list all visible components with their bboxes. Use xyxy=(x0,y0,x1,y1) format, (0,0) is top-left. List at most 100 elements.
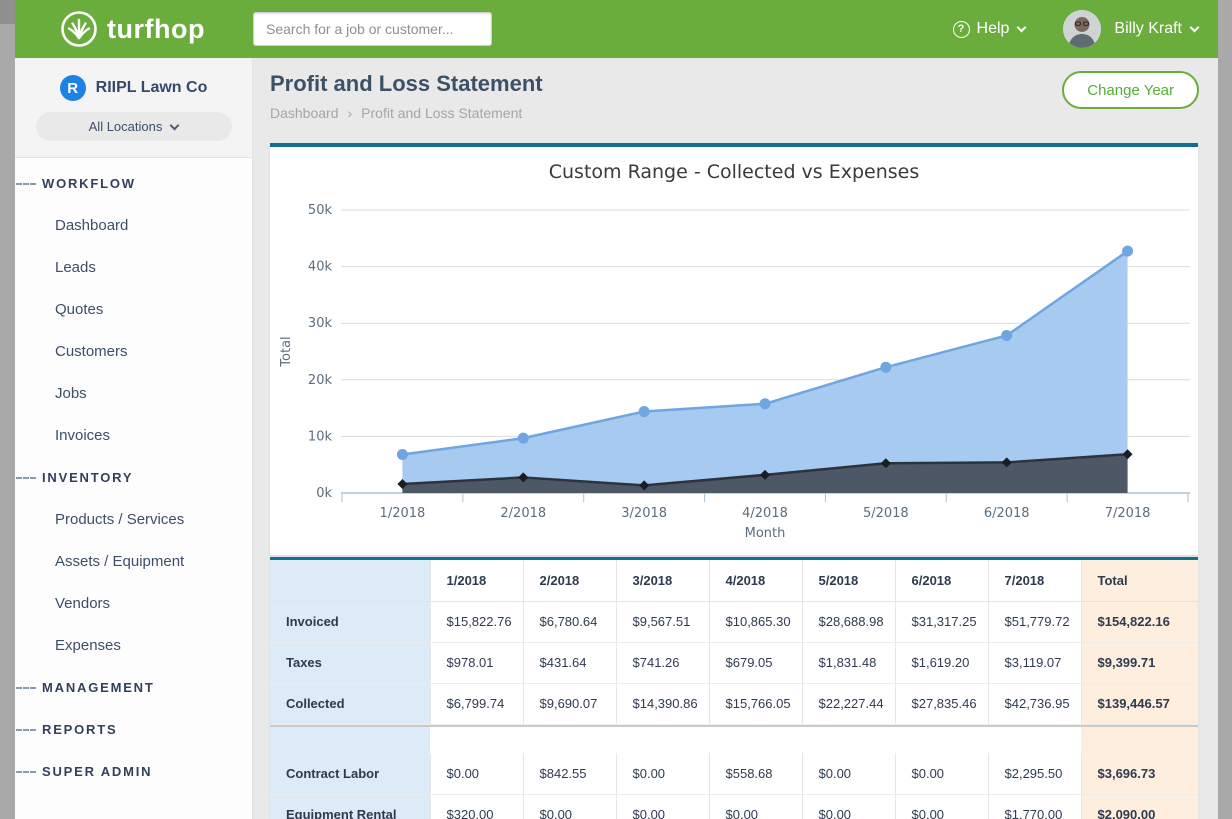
row-label: Contract Labor xyxy=(270,753,430,794)
value-cell: $0.00 xyxy=(616,753,709,794)
sidebar-item-assets-equipment[interactable]: Assets / Equipment xyxy=(15,541,252,583)
row-label: Equipment Rental xyxy=(270,794,430,819)
svg-text:2/2018: 2/2018 xyxy=(500,506,546,521)
location-selector[interactable]: All Locations xyxy=(36,112,232,141)
sidebar-item-expenses[interactable]: Expenses xyxy=(15,625,252,667)
column-header-6-2018: 6/2018 xyxy=(895,560,988,601)
row-label: Invoiced xyxy=(270,601,430,642)
value-cell: $0.00 xyxy=(802,753,895,794)
sidebar-section-management[interactable]: MANAGEMENT xyxy=(15,667,252,709)
table-row-contract-labor: Contract Labor$0.00$842.55$0.00$558.68$0… xyxy=(270,753,1198,794)
breadcrumb-dashboard[interactable]: Dashboard xyxy=(270,105,339,121)
value-cell: $28,688.98 xyxy=(802,601,895,642)
sidebar-item-leads[interactable]: Leads xyxy=(15,247,252,289)
value-cell: $978.01 xyxy=(430,642,523,683)
table-row-collected: Collected$6,799.74$9,690.07$14,390.86$15… xyxy=(270,683,1198,724)
spacer-cell xyxy=(616,727,709,753)
sidebar-section-inventory[interactable]: INVENTORY xyxy=(15,457,252,499)
help-menu[interactable]: ? Help xyxy=(953,20,1026,38)
table-row-equipment-rental: Equipment Rental$320.00$0.00$0.00$0.00$0… xyxy=(270,794,1198,819)
spacer-cell xyxy=(895,727,988,753)
value-cell: $1,619.20 xyxy=(895,642,988,683)
spacer-cell xyxy=(988,727,1081,753)
sidebar: R RIIPL Lawn Co All Locations WORKFLOWDa… xyxy=(15,58,253,819)
row-total-cell: $2,090.00 xyxy=(1081,794,1198,819)
sidebar-item-jobs[interactable]: Jobs xyxy=(15,373,252,415)
chevron-down-icon xyxy=(170,121,180,131)
value-cell: $51,779.72 xyxy=(988,601,1081,642)
value-cell: $15,766.05 xyxy=(709,683,802,724)
breadcrumb-current: Profit and Loss Statement xyxy=(361,105,522,121)
column-header-2-2018: 2/2018 xyxy=(523,560,616,601)
chart-card: Custom Range - Collected vs Expenses0k10… xyxy=(270,143,1198,555)
value-cell: $0.00 xyxy=(895,794,988,819)
column-header-7-2018: 7/2018 xyxy=(988,560,1081,601)
value-cell: $15,822.76 xyxy=(430,601,523,642)
sidebar-item-quotes[interactable]: Quotes xyxy=(15,289,252,331)
svg-text:Month: Month xyxy=(745,526,786,541)
user-name[interactable]: Billy Kraft xyxy=(1114,20,1182,38)
company-block: R RIIPL Lawn Co All Locations xyxy=(15,58,252,158)
svg-text:7/2018: 7/2018 xyxy=(1105,506,1151,521)
user-avatar[interactable] xyxy=(1063,10,1101,48)
spacer-cell xyxy=(523,727,616,753)
svg-text:0k: 0k xyxy=(316,486,332,501)
row-total-cell: $139,446.57 xyxy=(1081,683,1198,724)
value-cell: $31,317.25 xyxy=(895,601,988,642)
sidebar-section-label: MANAGEMENT xyxy=(42,680,155,695)
value-cell: $1,770.00 xyxy=(988,794,1081,819)
value-cell: $14,390.86 xyxy=(616,683,709,724)
change-year-button[interactable]: Change Year xyxy=(1062,71,1199,109)
spacer-cell xyxy=(802,727,895,753)
sidebar-section-super-admin[interactable]: SUPER ADMIN xyxy=(15,751,252,793)
section-dashes-icon xyxy=(16,771,36,773)
value-cell: $22,227.44 xyxy=(802,683,895,724)
svg-text:4/2018: 4/2018 xyxy=(742,506,788,521)
sidebar-item-invoices[interactable]: Invoices xyxy=(15,415,252,457)
sidebar-item-dashboard[interactable]: Dashboard xyxy=(15,205,252,247)
sidebar-item-customers[interactable]: Customers xyxy=(15,331,252,373)
spacer-cell xyxy=(709,727,802,753)
table-row-taxes: Taxes$978.01$431.64$741.26$679.05$1,831.… xyxy=(270,642,1198,683)
svg-text:40k: 40k xyxy=(308,260,333,275)
value-cell: $2,295.50 xyxy=(988,753,1081,794)
chevron-down-icon[interactable] xyxy=(1190,22,1200,32)
sidebar-section-label: REPORTS xyxy=(42,722,117,737)
value-cell: $42,736.95 xyxy=(988,683,1081,724)
value-cell: $431.64 xyxy=(523,642,616,683)
help-question-icon: ? xyxy=(953,21,970,38)
value-cell: $558.68 xyxy=(709,753,802,794)
svg-text:Custom Range - Collected vs Ex: Custom Range - Collected vs Expenses xyxy=(549,161,920,183)
row-total-cell: $3,696.73 xyxy=(1081,753,1198,794)
section-dashes-icon xyxy=(16,687,36,689)
pnl-area-chart: Custom Range - Collected vs Expenses0k10… xyxy=(270,147,1198,553)
sidebar-item-products-services[interactable]: Products / Services xyxy=(15,499,252,541)
value-cell: $27,835.46 xyxy=(895,683,988,724)
help-label: Help xyxy=(977,20,1010,38)
value-cell: $9,690.07 xyxy=(523,683,616,724)
column-header-1-2018: 1/2018 xyxy=(430,560,523,601)
left-scrollbar-track xyxy=(0,0,15,819)
section-dashes-icon xyxy=(16,477,36,479)
avatar-photo xyxy=(1063,10,1101,48)
left-scrollbar-thumb[interactable] xyxy=(0,0,15,24)
app-logo[interactable]: turfhop xyxy=(59,9,205,49)
sidebar-item-vendors[interactable]: Vendors xyxy=(15,583,252,625)
brand-name: turfhop xyxy=(107,14,205,45)
value-cell: $3,119.07 xyxy=(988,642,1081,683)
svg-text:5/2018: 5/2018 xyxy=(863,506,909,521)
value-cell: $9,567.51 xyxy=(616,601,709,642)
value-cell: $0.00 xyxy=(895,753,988,794)
search-input[interactable] xyxy=(253,12,492,46)
sidebar-section-reports[interactable]: REPORTS xyxy=(15,709,252,751)
turfhop-grass-icon xyxy=(59,9,99,49)
company-row[interactable]: R RIIPL Lawn Co xyxy=(15,75,252,101)
svg-text:50k: 50k xyxy=(308,203,333,218)
value-cell: $0.00 xyxy=(523,794,616,819)
sidebar-section-label: INVENTORY xyxy=(42,470,133,485)
right-scrollbar-track[interactable] xyxy=(1218,0,1232,819)
value-cell: $6,780.64 xyxy=(523,601,616,642)
svg-text:Total: Total xyxy=(279,336,294,367)
sidebar-section-workflow[interactable]: WORKFLOW xyxy=(15,163,252,205)
section-dashes-icon xyxy=(16,729,36,731)
